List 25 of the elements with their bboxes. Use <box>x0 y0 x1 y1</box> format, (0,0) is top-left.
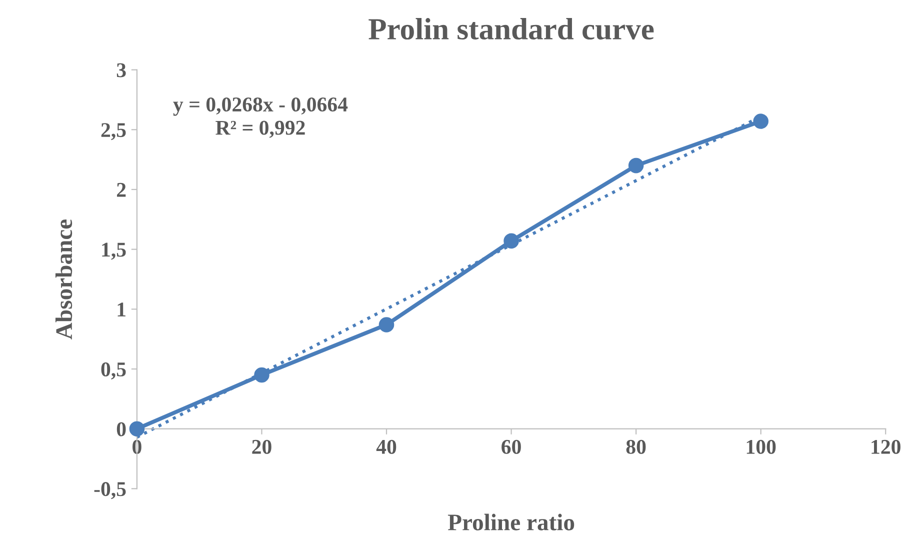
x-tick-label: 60 <box>502 440 521 454</box>
point <box>504 233 519 249</box>
x-axis-title: Proline ratio <box>448 514 574 530</box>
y-tick-label: 1,5 <box>102 242 126 260</box>
point <box>378 317 394 332</box>
x-tick-label: 40 <box>376 440 396 454</box>
y-tick-label: 2,5 <box>101 123 126 140</box>
point <box>753 114 768 129</box>
point <box>129 421 145 436</box>
y-tick-label: 2 <box>116 182 126 197</box>
x-tick-label: 20 <box>252 440 272 454</box>
y-tick-label: 3 <box>116 63 126 78</box>
y-axis-title: Absorbance <box>55 220 72 340</box>
point <box>254 367 270 383</box>
annotation: y = 0,0268x - 0,0664 R² = 0,992 <box>173 97 348 138</box>
chart-title: Prolin standard curve <box>368 18 654 40</box>
y-tick-label: 0 <box>116 422 126 436</box>
x-tick-label: 100 <box>746 440 776 454</box>
y-tick-label: 1 <box>118 302 126 316</box>
point <box>628 158 644 174</box>
y-tick-label: 0,5 <box>101 362 126 380</box>
x-tick-label: 80 <box>626 440 646 454</box>
x-tick-label: 0 <box>132 440 142 454</box>
x-tick-label: 120 <box>872 440 900 454</box>
y-tick-label: -0,5 <box>94 482 126 500</box>
